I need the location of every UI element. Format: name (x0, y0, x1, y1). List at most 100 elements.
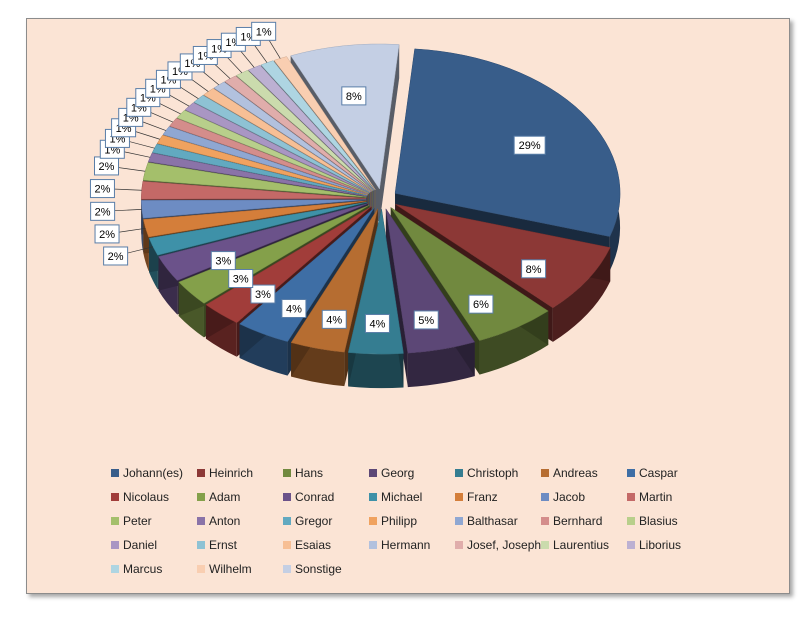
svg-text:Liborius: Liborius (639, 538, 681, 552)
legend-item-25: Hermann (369, 538, 430, 552)
svg-text:Laurentius: Laurentius (553, 538, 609, 552)
data-label-31: 8% (341, 86, 367, 106)
legend-item-4: Georg (369, 466, 414, 480)
data-label-5: 4% (364, 314, 390, 334)
svg-text:Ernst: Ernst (209, 538, 238, 552)
data-label-15: 2% (94, 156, 146, 176)
svg-text:Daniel: Daniel (123, 538, 157, 552)
svg-text:Hans: Hans (295, 466, 323, 480)
data-label-8: 3% (250, 284, 276, 304)
svg-text:Blasius: Blasius (639, 514, 678, 528)
svg-text:Gregor: Gregor (295, 514, 332, 528)
legend-item-11: Michael (369, 490, 422, 504)
data-label-12: 2% (94, 224, 146, 244)
legend-item-13: Jacob (541, 490, 585, 504)
svg-text:Heinrich: Heinrich (209, 466, 253, 480)
svg-text:Josef, Joseph: Josef, Joseph (467, 538, 541, 552)
legend-item-31: Sonstige (283, 562, 342, 576)
legend-item-27: Laurentius (541, 538, 609, 552)
data-label-13: 2% (90, 201, 142, 221)
data-label-1: 29% (513, 135, 546, 155)
svg-text:Adam: Adam (209, 490, 240, 504)
svg-text:Sonstige: Sonstige (295, 562, 342, 576)
legend-item-20: Bernhard (541, 514, 602, 528)
data-label-14: 2% (89, 179, 142, 199)
data-label-9: 3% (228, 269, 254, 289)
svg-text:Balthasar: Balthasar (467, 514, 518, 528)
legend-item-21: Blasius (627, 514, 678, 528)
svg-text:2%: 2% (99, 229, 115, 241)
legend-item-19: Balthasar (455, 514, 518, 528)
data-label-25: 1% (179, 53, 220, 86)
svg-text:Esaias: Esaias (295, 538, 331, 552)
svg-text:Nicolaus: Nicolaus (123, 490, 169, 504)
data-label-30: 1% (251, 21, 281, 59)
legend-item-29: Marcus (111, 562, 162, 576)
legend-item-15: Peter (111, 514, 152, 528)
svg-text:Christoph: Christoph (467, 466, 518, 480)
svg-text:Wilhelm: Wilhelm (209, 562, 252, 576)
svg-text:4%: 4% (326, 314, 342, 326)
svg-text:Bernhard: Bernhard (553, 514, 602, 528)
svg-text:Peter: Peter (123, 514, 152, 528)
svg-text:3%: 3% (233, 274, 249, 286)
svg-text:Marcus: Marcus (123, 562, 162, 576)
legend-item-7: Caspar (627, 466, 678, 480)
legend-item-18: Philipp (369, 514, 417, 528)
svg-text:Martin: Martin (639, 490, 672, 504)
svg-text:2%: 2% (108, 251, 124, 263)
svg-text:1%: 1% (256, 26, 272, 38)
legend-item-24: Esaias (283, 538, 331, 552)
svg-text:1%: 1% (116, 123, 132, 135)
legend-item-6: Andreas (541, 466, 598, 480)
svg-text:Anton: Anton (209, 514, 240, 528)
svg-text:29%: 29% (519, 140, 541, 152)
svg-text:3%: 3% (215, 256, 231, 268)
legend-item-5: Christoph (455, 466, 518, 480)
svg-text:Conrad: Conrad (295, 490, 334, 504)
svg-text:Johann(es): Johann(es) (123, 466, 183, 480)
data-label-10: 3% (210, 251, 236, 271)
legend-item-16: Anton (197, 514, 240, 528)
data-label-11: 2% (103, 246, 154, 266)
data-label-6: 4% (321, 309, 347, 329)
legend-item-2: Heinrich (197, 466, 253, 480)
data-label-3: 6% (468, 294, 494, 314)
svg-text:4%: 4% (286, 303, 302, 315)
legend-item-12: Franz (455, 490, 498, 504)
legend-item-3: Hans (283, 466, 323, 480)
svg-text:6%: 6% (473, 299, 489, 311)
svg-text:Franz: Franz (467, 490, 498, 504)
svg-text:5%: 5% (418, 315, 434, 327)
svg-text:Michael: Michael (381, 490, 422, 504)
data-label-4: 5% (413, 310, 439, 330)
svg-text:2%: 2% (94, 184, 110, 196)
svg-text:Jacob: Jacob (553, 490, 585, 504)
legend-item-22: Daniel (111, 538, 157, 552)
svg-text:8%: 8% (526, 264, 542, 276)
legend-item-10: Conrad (283, 490, 334, 504)
pie-slice-4 (385, 208, 476, 388)
legend-item-17: Gregor (283, 514, 332, 528)
legend-item-14: Martin (627, 490, 672, 504)
pie-chart: 29%8%6%5%4%4%4%3%3%3%2%2%2%2%2%1%1%1%1%1… (89, 21, 681, 576)
legend-item-26: Josef, Joseph (455, 538, 541, 552)
legend-item-1: Johann(es) (111, 466, 183, 480)
svg-text:8%: 8% (346, 91, 362, 103)
svg-text:Andreas: Andreas (553, 466, 598, 480)
chart-area: 29% 8% 6% 5% 4% 4% 4% 3% 3% 3% 2% 2% 2% 2% 2% 1% 1% 1% 1% 1… (26, 18, 790, 594)
svg-text:2%: 2% (99, 161, 115, 173)
legend-item-9: Adam (197, 490, 240, 504)
data-label-7: 4% (281, 298, 307, 318)
legend-item-30: Wilhelm (197, 562, 252, 576)
svg-text:Caspar: Caspar (639, 466, 678, 480)
svg-text:Philipp: Philipp (381, 514, 417, 528)
svg-text:4%: 4% (369, 319, 385, 331)
legend-item-23: Ernst (197, 538, 238, 552)
svg-text:3%: 3% (255, 289, 271, 301)
svg-text:2%: 2% (95, 206, 111, 218)
svg-text:Hermann: Hermann (381, 538, 430, 552)
legend-item-8: Nicolaus (111, 490, 169, 504)
data-label-2: 8% (521, 259, 547, 279)
legend-item-28: Liborius (627, 538, 681, 552)
